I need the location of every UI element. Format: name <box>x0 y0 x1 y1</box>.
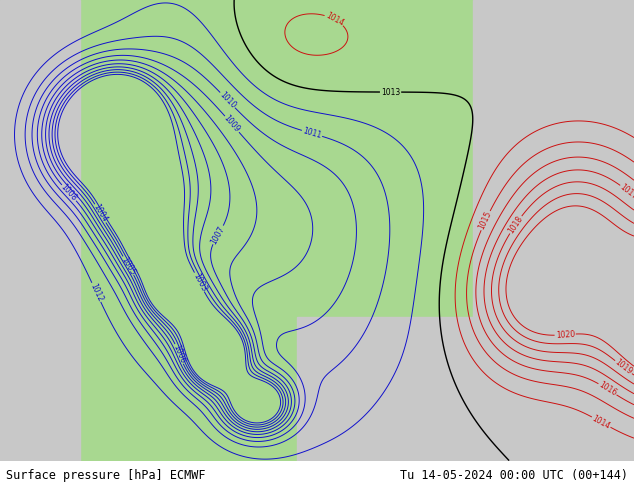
Text: 1010: 1010 <box>217 90 238 110</box>
Text: 1014: 1014 <box>324 11 345 28</box>
Text: 1013: 1013 <box>381 88 400 97</box>
Text: 1008: 1008 <box>59 183 79 203</box>
Text: 1007: 1007 <box>209 224 227 245</box>
Text: 1015: 1015 <box>477 210 494 231</box>
Text: 1005: 1005 <box>120 255 137 276</box>
Text: 1003: 1003 <box>191 271 208 293</box>
Text: 1006: 1006 <box>171 343 187 365</box>
Text: 1017: 1017 <box>618 182 634 201</box>
Text: 1012: 1012 <box>88 282 105 303</box>
Text: Surface pressure [hPa] ECMWF: Surface pressure [hPa] ECMWF <box>6 469 206 482</box>
Text: 1019: 1019 <box>613 358 634 377</box>
Text: 1014: 1014 <box>591 414 612 431</box>
Text: 1018: 1018 <box>507 214 525 235</box>
Bar <box>474 0 634 461</box>
Text: 1020: 1020 <box>555 330 575 340</box>
Text: 1004: 1004 <box>91 203 109 224</box>
Text: 1011: 1011 <box>302 126 323 140</box>
Bar <box>297 317 474 461</box>
Text: 1009: 1009 <box>222 114 242 134</box>
Text: 1016: 1016 <box>597 380 618 398</box>
Text: Tu 14-05-2024 00:00 UTC (00+144): Tu 14-05-2024 00:00 UTC (00+144) <box>399 469 628 482</box>
Bar <box>0 0 81 461</box>
